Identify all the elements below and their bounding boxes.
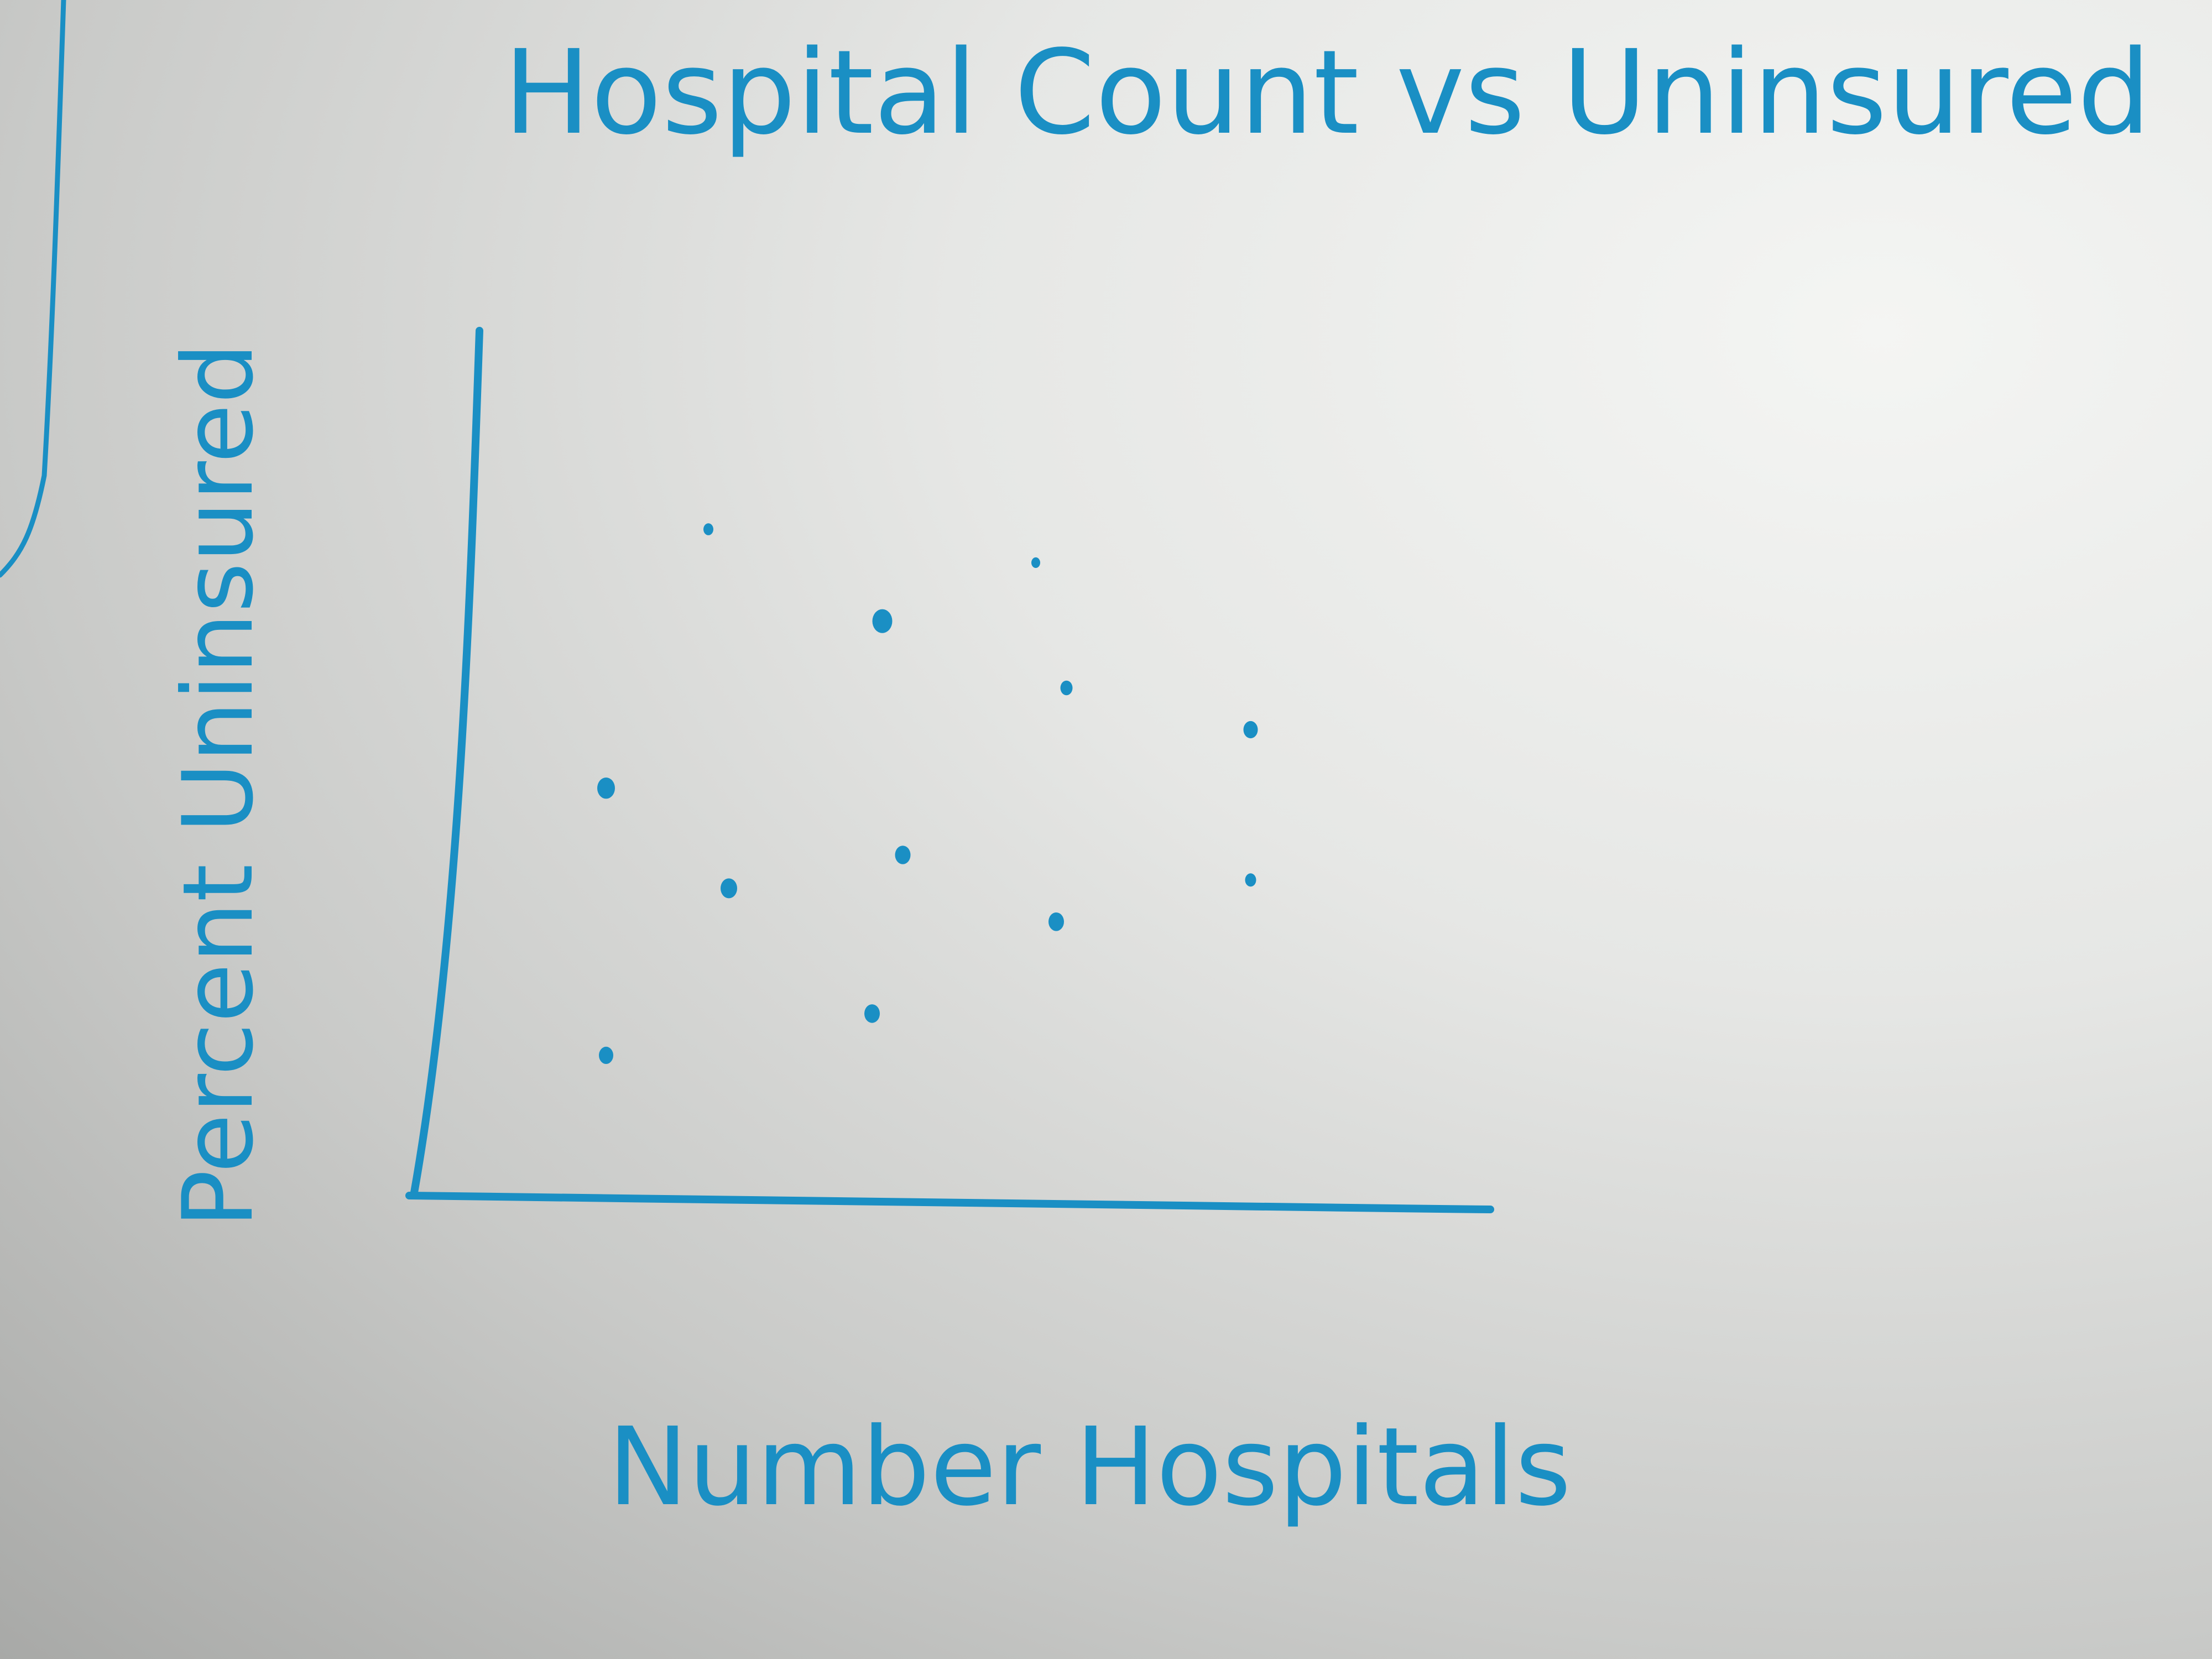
y-axis-line <box>410 327 483 1199</box>
chart-title: Hospital Count vs Uninsured <box>503 25 2151 160</box>
scatter-point <box>1048 912 1064 931</box>
scatter-point <box>597 778 615 799</box>
margin-line <box>0 0 66 578</box>
x-axis-line <box>405 1192 1494 1213</box>
scatter-point <box>872 609 893 633</box>
scatter-point <box>703 523 713 535</box>
scatter-point <box>599 1046 613 1064</box>
scatter-point <box>895 846 911 864</box>
scatter-point <box>1060 680 1073 696</box>
scatter-points <box>597 523 1258 1064</box>
x-axis-label: Number Hospitals <box>608 1404 1572 1530</box>
scatter-point <box>1245 873 1256 887</box>
y-axis-label: Percent Uninsured <box>163 342 275 1228</box>
scatter-point <box>721 878 737 899</box>
scatter-point <box>1031 557 1040 568</box>
scatter-point <box>1243 721 1258 739</box>
scatter-point <box>864 1004 880 1023</box>
